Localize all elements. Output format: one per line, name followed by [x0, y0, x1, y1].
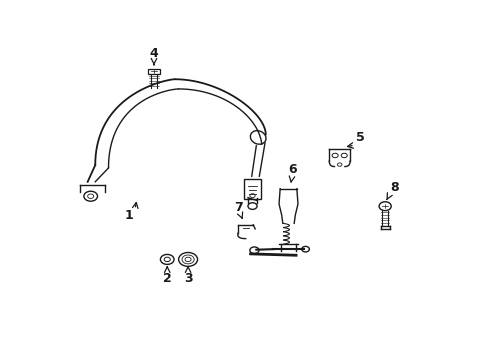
- Text: 4: 4: [149, 47, 158, 60]
- Text: 5: 5: [355, 131, 364, 144]
- Text: 3: 3: [183, 272, 192, 285]
- Text: 6: 6: [287, 163, 296, 176]
- Text: 8: 8: [389, 181, 398, 194]
- Text: 7: 7: [233, 201, 242, 214]
- Text: 2: 2: [163, 272, 171, 285]
- Text: 1: 1: [125, 208, 133, 221]
